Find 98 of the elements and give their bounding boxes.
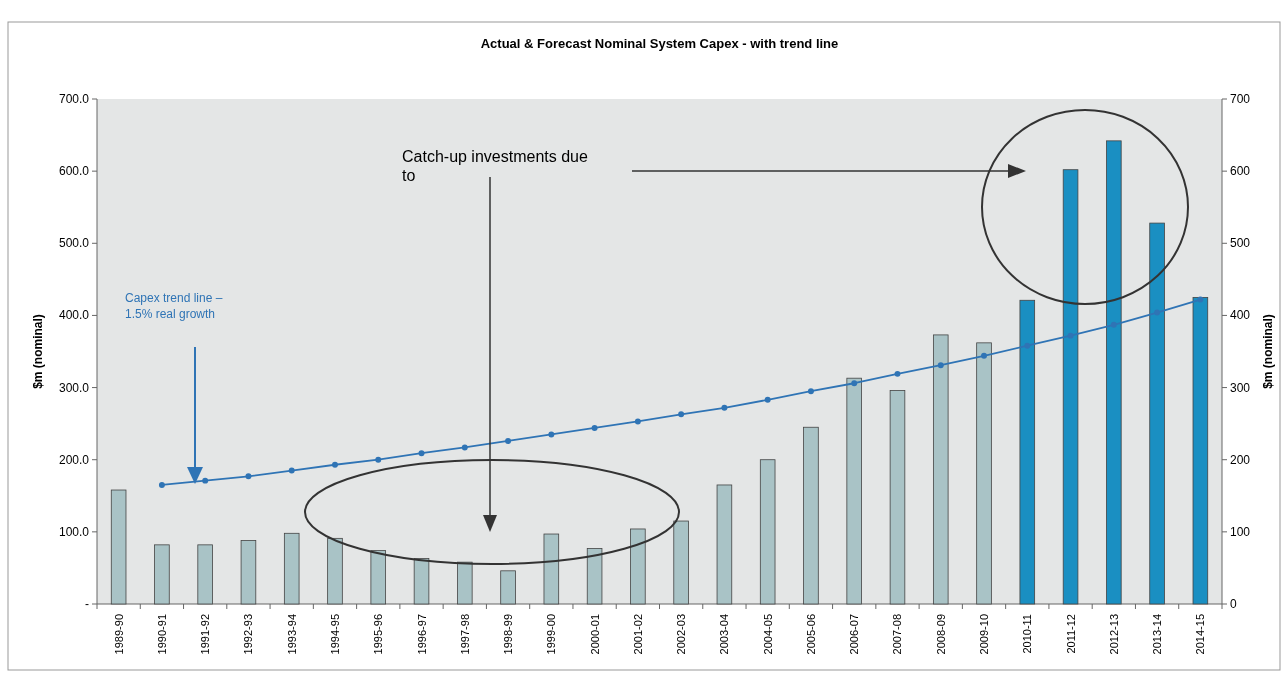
y2-tick-label: 200 xyxy=(1230,452,1251,467)
x-tick-label: 1991-92 xyxy=(199,614,212,655)
point xyxy=(418,450,425,457)
point xyxy=(591,424,598,431)
x-tick-label: 1990-91 xyxy=(155,614,168,655)
y-tick-label: 700.0 xyxy=(58,92,90,106)
x-tick-label: 2012-13 xyxy=(1107,614,1120,655)
x-tick-label: 2013-14 xyxy=(1151,614,1164,655)
x-tick-label: 2009-10 xyxy=(978,614,991,655)
point xyxy=(981,352,987,359)
bar xyxy=(240,540,257,605)
x-tick-label: 2014-15 xyxy=(1194,614,1207,655)
bar xyxy=(630,528,646,605)
x-tick-label: 1994-95 xyxy=(328,614,341,655)
chart-title: Actual & Forecast Nominal System Capex - with trend line xyxy=(480,36,839,51)
x-tick-label: 1999-00 xyxy=(545,614,558,655)
x-tick-label: 2000-01 xyxy=(588,614,601,655)
bar xyxy=(543,533,560,605)
y-tick-label: 200.0 xyxy=(58,452,90,467)
point xyxy=(461,444,468,451)
point xyxy=(375,456,382,463)
x-tick-label: 2004-05 xyxy=(761,614,774,655)
point xyxy=(937,362,944,369)
y-tick-label: 500.0 xyxy=(58,236,90,251)
bar xyxy=(1106,140,1122,605)
point xyxy=(1197,296,1204,303)
point xyxy=(894,370,901,377)
bar xyxy=(370,550,387,605)
bar xyxy=(803,426,819,605)
bar xyxy=(889,390,906,605)
point xyxy=(807,388,814,395)
x-tick-label: 2006-07 xyxy=(848,614,861,655)
bar xyxy=(586,548,603,605)
bar xyxy=(413,558,430,605)
x-tick-label: 2002-03 xyxy=(675,614,688,655)
y2-tick-label: 400 xyxy=(1230,308,1251,323)
bar xyxy=(327,537,343,605)
point xyxy=(634,418,641,425)
point xyxy=(1024,342,1031,349)
y2-tick-label: 300 xyxy=(1230,380,1251,395)
x-tick-label: 2007-08 xyxy=(891,614,904,655)
point xyxy=(678,411,685,418)
y2-tick-label: 500 xyxy=(1230,236,1251,251)
y-tick-label: 600.0 xyxy=(58,164,90,179)
y2-axis-title: $m (nominal) xyxy=(1261,314,1275,389)
point xyxy=(764,396,771,403)
bar xyxy=(932,334,949,605)
y2-tick-label: 100 xyxy=(1230,524,1251,539)
y2-tick-label: 700 xyxy=(1230,92,1251,106)
x-tick-label: 2003-04 xyxy=(718,614,731,655)
point xyxy=(332,461,338,468)
point xyxy=(505,437,512,444)
bar xyxy=(673,520,689,605)
x-tick-label: 1995-96 xyxy=(372,614,385,655)
point xyxy=(1067,332,1074,339)
y2-tick-label: 600 xyxy=(1230,164,1251,179)
x-tick-label: 1996-97 xyxy=(415,614,428,655)
point xyxy=(288,467,295,474)
y-axis-title: $m (nominal) xyxy=(31,314,45,389)
bar xyxy=(716,484,733,605)
y-tick-label: 300.0 xyxy=(58,380,90,395)
bar xyxy=(457,561,473,605)
y-tick-label: - xyxy=(85,597,89,611)
bar xyxy=(154,544,170,605)
x-tick-label: 2011-12 xyxy=(1064,614,1077,654)
bar xyxy=(197,544,213,605)
bar xyxy=(1019,299,1036,605)
x-tick-label: 1998-99 xyxy=(502,614,515,655)
annotation: Capex trend line – 1.5% real growth xyxy=(125,291,223,321)
bar xyxy=(283,532,300,605)
x-tick-label: 2008-09 xyxy=(934,614,947,655)
x-tick-label: 1993-94 xyxy=(285,614,298,655)
x-tick-label: 1989-90 xyxy=(112,614,125,655)
point xyxy=(202,477,209,484)
x-tick-label: 1992-93 xyxy=(242,614,255,655)
y2-tick-label: 0 xyxy=(1230,597,1237,611)
x-tick-label: 2010-11 xyxy=(1021,614,1034,654)
point xyxy=(548,431,555,438)
bar xyxy=(500,570,516,605)
bar xyxy=(976,342,992,605)
point xyxy=(158,481,165,488)
annotation: Catch-up investments due to xyxy=(402,148,588,184)
point xyxy=(1154,309,1161,316)
bar xyxy=(846,377,862,605)
x-tick-label: 1997-98 xyxy=(458,614,471,655)
bar xyxy=(110,489,127,605)
x-tick-label: 2001-02 xyxy=(631,614,644,655)
x-tick-label: 2005-06 xyxy=(804,614,817,655)
bar xyxy=(1062,169,1079,605)
bar xyxy=(1192,296,1209,605)
y-tick-label: 400.0 xyxy=(58,308,90,323)
point xyxy=(1110,321,1117,328)
point xyxy=(851,380,858,387)
point xyxy=(245,473,252,480)
point xyxy=(721,404,728,411)
bar xyxy=(759,459,776,605)
bar xyxy=(1149,222,1165,605)
y-tick-label: 100.0 xyxy=(58,524,90,539)
